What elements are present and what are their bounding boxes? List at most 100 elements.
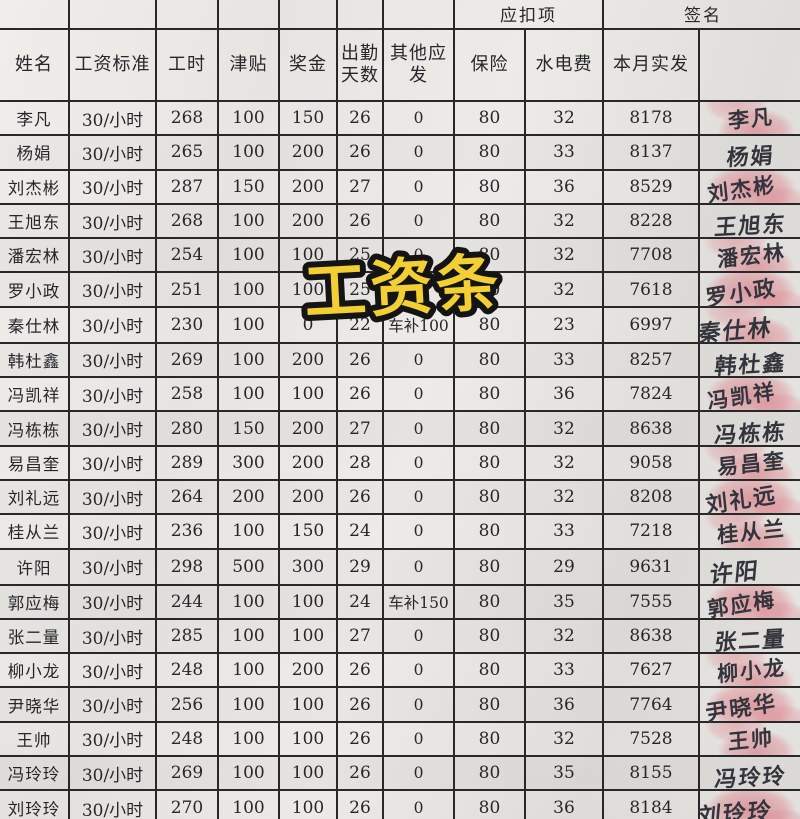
signature-handwriting: 潘宏林 bbox=[716, 240, 786, 272]
header-attendance-days: 出勤天数 bbox=[336, 28, 384, 102]
table-row: 郭应梅 30/小时 244 100 100 24 车补150 80 35 755… bbox=[0, 583, 800, 622]
wage-standard: 30/小时 bbox=[68, 271, 157, 308]
utilities-value: 33 bbox=[524, 341, 604, 379]
attendance-days: 29 bbox=[336, 547, 384, 586]
signature-cell: 尹晓华 bbox=[698, 686, 800, 727]
bonus-value: 100 bbox=[278, 686, 338, 723]
attendance-days: 27 bbox=[336, 410, 384, 447]
allowance-value: 100 bbox=[217, 755, 280, 792]
allowance-value: 100 bbox=[217, 134, 280, 171]
other-payable: 0 bbox=[382, 202, 455, 240]
insurance-value: 80 bbox=[453, 617, 526, 655]
utilities-value: 32 bbox=[524, 410, 604, 447]
actual-pay: 6997 bbox=[602, 305, 700, 344]
actual-pay: 7555 bbox=[602, 583, 700, 620]
other-payable: 0 bbox=[382, 789, 455, 819]
allowance-value: 100 bbox=[217, 617, 280, 655]
insurance-value: 80 bbox=[453, 99, 526, 137]
signature-cell: 冯栋栋 bbox=[698, 410, 800, 449]
work-hours: 298 bbox=[155, 547, 219, 586]
employee-name: 张二量 bbox=[0, 617, 70, 655]
attendance-days: 27 bbox=[336, 617, 384, 655]
signature-handwriting: 刘玲玲 bbox=[696, 798, 774, 819]
wage-standard: 30/小时 bbox=[68, 478, 157, 516]
employee-name: 杨娟 bbox=[0, 134, 70, 171]
signature-handwriting: 杨娟 bbox=[725, 144, 776, 172]
other-payable: 车补100 bbox=[382, 305, 455, 344]
signature-handwriting: 刘杰彬 bbox=[705, 171, 777, 207]
signature-cell: 易昌奎 bbox=[698, 444, 800, 481]
table-header-group-row: 应扣项 签名 bbox=[0, 0, 800, 30]
table-row: 尹晓华 30/小时 256 100 100 26 0 80 36 7764 尹晓… bbox=[0, 686, 800, 727]
attendance-days: 26 bbox=[336, 686, 384, 723]
utilities-value: 32 bbox=[524, 271, 604, 308]
header-signature-group: 签名 bbox=[602, 0, 800, 30]
utilities-value: 33 bbox=[524, 652, 604, 689]
actual-pay: 8228 bbox=[602, 202, 700, 240]
attendance-days: 26 bbox=[336, 478, 384, 516]
other-payable: 0 bbox=[382, 478, 455, 516]
insurance-value: 80 bbox=[453, 478, 526, 516]
utilities-value: 29 bbox=[524, 547, 604, 586]
table-row: 冯栋栋 30/小时 280 150 200 27 0 80 32 8638 冯栋… bbox=[0, 410, 800, 449]
signature-handwriting: 许阳 bbox=[708, 557, 761, 589]
bonus-value: 100 bbox=[278, 755, 338, 792]
other-payable: 0 bbox=[382, 168, 455, 205]
header-insurance: 保险 bbox=[453, 28, 526, 102]
signature-cell: 柳小龙 bbox=[698, 652, 800, 689]
employee-name: 韩杜鑫 bbox=[0, 341, 70, 379]
insurance-value: 80 bbox=[453, 686, 526, 723]
wage-standard: 30/小时 bbox=[68, 686, 157, 723]
work-hours: 248 bbox=[155, 720, 219, 758]
insurance-value: 80 bbox=[453, 134, 526, 171]
attendance-days: 26 bbox=[336, 720, 384, 758]
bonus-value: 100 bbox=[278, 583, 338, 620]
utilities-value: 36 bbox=[524, 376, 604, 413]
utilities-value: 35 bbox=[524, 755, 604, 792]
header-name: 姓名 bbox=[0, 28, 70, 102]
header-wage-standard: 工资标准 bbox=[68, 28, 157, 102]
work-hours: 236 bbox=[155, 513, 219, 550]
signature-cell: 王帅 bbox=[698, 720, 800, 758]
actual-pay: 8137 bbox=[602, 134, 700, 171]
insurance-value: 80 bbox=[453, 376, 526, 413]
header-utilities: 水电费 bbox=[524, 28, 604, 102]
insurance-value: 80 bbox=[453, 341, 526, 379]
actual-pay: 7627 bbox=[602, 652, 700, 689]
header-other-payable: 其他应发 bbox=[382, 28, 455, 102]
signature-cell: 潘宏林 bbox=[698, 237, 800, 274]
actual-pay: 8638 bbox=[602, 617, 700, 655]
wage-standard: 30/小时 bbox=[68, 652, 157, 689]
utilities-value: 36 bbox=[524, 168, 604, 205]
bonus-value: 100 bbox=[278, 271, 338, 308]
signature-cell: 冯凯祥 bbox=[698, 376, 800, 414]
allowance-value: 150 bbox=[217, 168, 280, 205]
table-row: 冯玲玲 30/小时 269 100 100 26 0 80 35 8155 冯玲… bbox=[0, 755, 800, 793]
attendance-days: 26 bbox=[336, 99, 384, 137]
employee-name: 尹晓华 bbox=[0, 686, 70, 723]
other-payable: 车补150 bbox=[382, 583, 455, 620]
header-signature-cell bbox=[698, 28, 800, 102]
header-allowance: 津贴 bbox=[217, 28, 280, 102]
other-payable: 0 bbox=[382, 376, 455, 413]
work-hours: 265 bbox=[155, 134, 219, 171]
allowance-value: 150 bbox=[217, 410, 280, 447]
actual-pay: 7528 bbox=[602, 720, 700, 758]
other-payable: 0 bbox=[382, 513, 455, 550]
actual-pay: 8257 bbox=[602, 341, 700, 379]
table-row: 许阳 30/小时 298 500 300 29 0 80 29 9631 许阳 bbox=[0, 547, 800, 588]
insurance-value: 80 bbox=[453, 652, 526, 689]
insurance-value: 80 bbox=[453, 271, 526, 308]
bonus-value: 200 bbox=[278, 652, 338, 689]
actual-pay: 7764 bbox=[602, 686, 700, 723]
employee-name: 罗小政 bbox=[0, 271, 70, 308]
bonus-value: 150 bbox=[278, 99, 338, 137]
allowance-value: 100 bbox=[217, 686, 280, 723]
wage-standard: 30/小时 bbox=[68, 720, 157, 758]
allowance-value: 100 bbox=[217, 583, 280, 620]
table-row: 杨娟 30/小时 265 100 200 26 0 80 33 8137 杨娟 bbox=[0, 134, 800, 172]
bonus-value: 200 bbox=[278, 202, 338, 240]
wage-standard: 30/小时 bbox=[68, 305, 157, 344]
employee-name: 许阳 bbox=[0, 547, 70, 586]
employee-name: 冯栋栋 bbox=[0, 410, 70, 447]
